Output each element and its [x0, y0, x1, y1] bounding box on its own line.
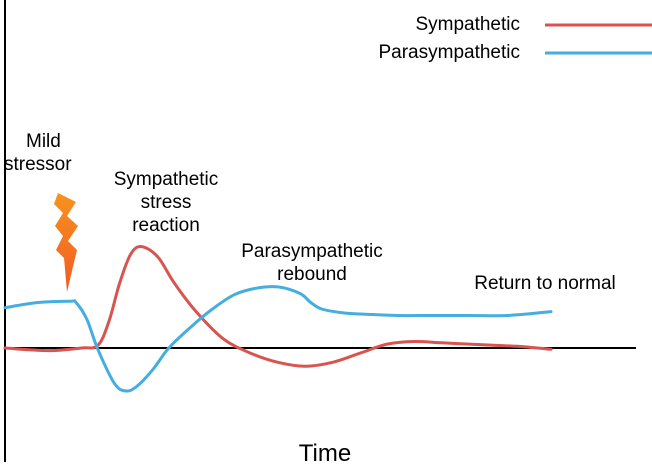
series-line-parasympathetic — [3, 285, 553, 393]
annotation-mild-stressor: Mild stressor — [4, 130, 84, 176]
annotation-line: stress — [140, 192, 192, 213]
legend-label-parasympathetic: Parasympathetic — [378, 42, 520, 63]
lightning-bolt-icon — [54, 193, 78, 292]
annotation-return-to-normal: Return to normal — [452, 272, 638, 295]
annotation-line: reaction — [132, 215, 200, 236]
annotation-line: Return to normal — [474, 273, 616, 294]
annotation-line: rebound — [277, 264, 347, 285]
series-line-sympathetic — [3, 245, 553, 368]
annotation-sympathetic-stress-reaction: Sympathetic stress reaction — [96, 168, 236, 237]
x-axis-label: Time — [298, 440, 352, 467]
legend-swatches — [545, 23, 652, 55]
series-layer — [3, 245, 553, 393]
annotation-line: Parasympathetic — [241, 241, 383, 262]
annotation-line: Sympathetic — [113, 169, 219, 190]
annotation-line: Mild — [26, 131, 61, 152]
annotation-line: stressor — [4, 154, 72, 175]
legend-label-sympathetic: Sympathetic — [415, 14, 520, 35]
annotation-parasympathetic-rebound: Parasympathetic rebound — [232, 240, 392, 286]
